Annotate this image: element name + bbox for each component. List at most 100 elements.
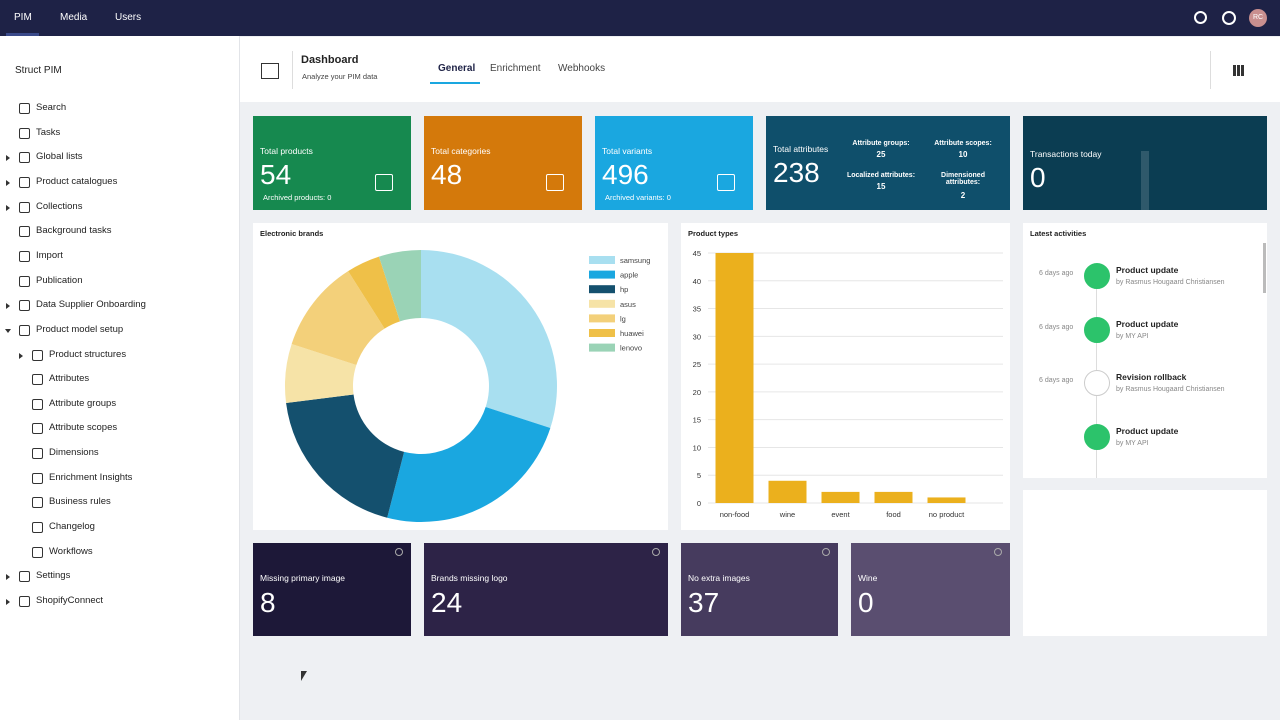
activity-title: Revision rollback xyxy=(1116,372,1187,382)
stat-value: 25 xyxy=(876,150,886,159)
menu-item[interactable]: Product catalogues xyxy=(36,175,118,187)
divider xyxy=(1210,51,1211,89)
count-tile: Missing primary image 8 xyxy=(253,543,411,636)
legend-swatch xyxy=(589,314,615,323)
scrollbar xyxy=(1263,243,1266,293)
dashboard-icon xyxy=(261,63,279,79)
menu-item[interactable]: Search xyxy=(36,102,67,113)
header-tab[interactable]: Webhooks xyxy=(558,63,606,74)
menu-item[interactable]: Import xyxy=(36,249,63,261)
divider xyxy=(292,51,293,89)
activity-title: Product update xyxy=(1116,425,1179,436)
legend-label: huawei xyxy=(620,329,644,338)
stat-label: Attribute scopes: xyxy=(934,140,992,147)
menu-item[interactable]: Publication xyxy=(36,274,83,286)
y-tick-label: 40 xyxy=(693,277,701,286)
sidebar-title: Struct PIM xyxy=(15,65,62,76)
menu-icon xyxy=(19,103,30,114)
help-icon[interactable] xyxy=(1222,11,1236,25)
apps-icon[interactable] xyxy=(1233,65,1244,76)
expand-arrow[interactable] xyxy=(6,599,10,605)
count-value: 24 xyxy=(431,587,463,618)
x-tick-label: wine xyxy=(779,510,795,519)
menu-item[interactable]: Background tasks xyxy=(36,225,112,237)
stat-label: Localized attributes: xyxy=(846,172,916,179)
legend-swatch xyxy=(589,256,615,264)
expand-arrow[interactable] xyxy=(6,574,10,581)
kpi-tile: Total attributes 238 Attribute groups: 25 At… xyxy=(766,116,1010,210)
kpi-value: 238 xyxy=(773,157,820,188)
menu-icon xyxy=(32,374,43,386)
menu-item[interactable]: Product structures xyxy=(49,348,127,360)
bar xyxy=(768,480,807,503)
menu-item[interactable]: Attributes xyxy=(49,373,90,385)
expand-arrow[interactable] xyxy=(5,328,11,333)
refresh-icon xyxy=(395,548,403,556)
menu-item[interactable]: Dimensions xyxy=(49,447,99,459)
search-icon[interactable] xyxy=(1194,11,1207,24)
menu-item[interactable]: Global lists xyxy=(36,151,83,163)
avatar[interactable]: RC xyxy=(1249,9,1267,27)
bar xyxy=(927,497,966,503)
nav-tab[interactable]: Users xyxy=(115,12,142,23)
expand-arrow[interactable] xyxy=(6,155,10,162)
panel-title: Latest activities xyxy=(1030,229,1087,238)
kpi-sub: Archived products: 0 xyxy=(263,193,332,202)
expand-arrow[interactable] xyxy=(6,303,10,310)
menu-icon xyxy=(19,275,30,287)
count-tile: No extra images 37 xyxy=(681,543,838,636)
menu-icon xyxy=(19,127,30,139)
nav-tab[interactable]: PIM xyxy=(14,12,32,23)
y-tick-label: 0 xyxy=(697,499,701,508)
header: Dashboard Analyze your PIM data General E… xyxy=(240,37,1280,102)
nav-tab[interactable]: Media xyxy=(60,12,88,23)
donut-slice xyxy=(285,343,357,404)
y-tick-label: 5 xyxy=(697,471,701,480)
menu-item[interactable]: Attribute scopes xyxy=(49,422,118,434)
y-tick-label: 20 xyxy=(693,388,701,397)
x-tick-label: food xyxy=(886,510,901,519)
menu-icon xyxy=(32,349,43,361)
menu-item[interactable]: Changelog xyxy=(49,521,95,533)
header-tab[interactable]: General xyxy=(438,63,476,74)
count-label: Brands missing logo xyxy=(431,573,508,583)
legend-swatch xyxy=(589,285,615,294)
expand-arrow[interactable] xyxy=(6,204,10,211)
sidebar: Struct PIM Search Tasks Global lists Produc… xyxy=(0,36,240,720)
kpi-value: 496 xyxy=(602,159,649,190)
menu-item[interactable]: ShopifyConnect xyxy=(36,595,104,606)
menu-item[interactable]: Enrichment Insights xyxy=(49,471,133,483)
menu-item[interactable]: Product model setup xyxy=(36,323,124,335)
menu-icon xyxy=(32,522,43,534)
kpi-value: 0 xyxy=(1030,162,1046,193)
menu-item[interactable]: Business rules xyxy=(49,496,111,508)
menu-item[interactable]: Collections xyxy=(36,200,83,212)
kpi-label: Transactions today xyxy=(1030,149,1102,159)
header-tab[interactable]: Enrichment xyxy=(490,63,541,74)
donut-slice xyxy=(291,271,385,365)
kpi-tile: Total products 54 Archived products: 0 xyxy=(253,116,411,210)
activity-time: 6 days ago xyxy=(1039,377,1074,384)
donut-slice xyxy=(387,407,551,522)
kpi-tile: Total categories 48 xyxy=(424,116,582,210)
menu-item[interactable]: Workflows xyxy=(49,545,93,557)
count-label: Wine xyxy=(858,573,878,583)
expand-arrow[interactable] xyxy=(6,179,10,186)
kpi-label: Total products xyxy=(260,146,313,156)
bar-panel: Product types 0 5 10 15 20 25 30 35 40 45 non-food w… xyxy=(681,223,1010,530)
stat-value: 10 xyxy=(958,150,968,159)
menu-item[interactable]: Tasks xyxy=(36,126,61,138)
bar xyxy=(821,491,860,503)
menu-icon xyxy=(19,571,30,583)
menu-icon xyxy=(32,546,43,558)
menu-item[interactable]: Settings xyxy=(36,570,71,582)
menu-icon xyxy=(19,250,30,262)
legend-swatch xyxy=(589,329,615,337)
menu-item[interactable]: Data Supplier Onboarding xyxy=(36,299,146,311)
y-tick-label: 15 xyxy=(693,416,701,425)
stat-value: 2 xyxy=(960,191,966,200)
kpi-sub: Archived variants: 0 xyxy=(605,193,671,202)
search-panel xyxy=(1023,490,1267,636)
expand-arrow[interactable] xyxy=(19,352,23,359)
menu-item[interactable]: Attribute groups xyxy=(49,397,117,409)
